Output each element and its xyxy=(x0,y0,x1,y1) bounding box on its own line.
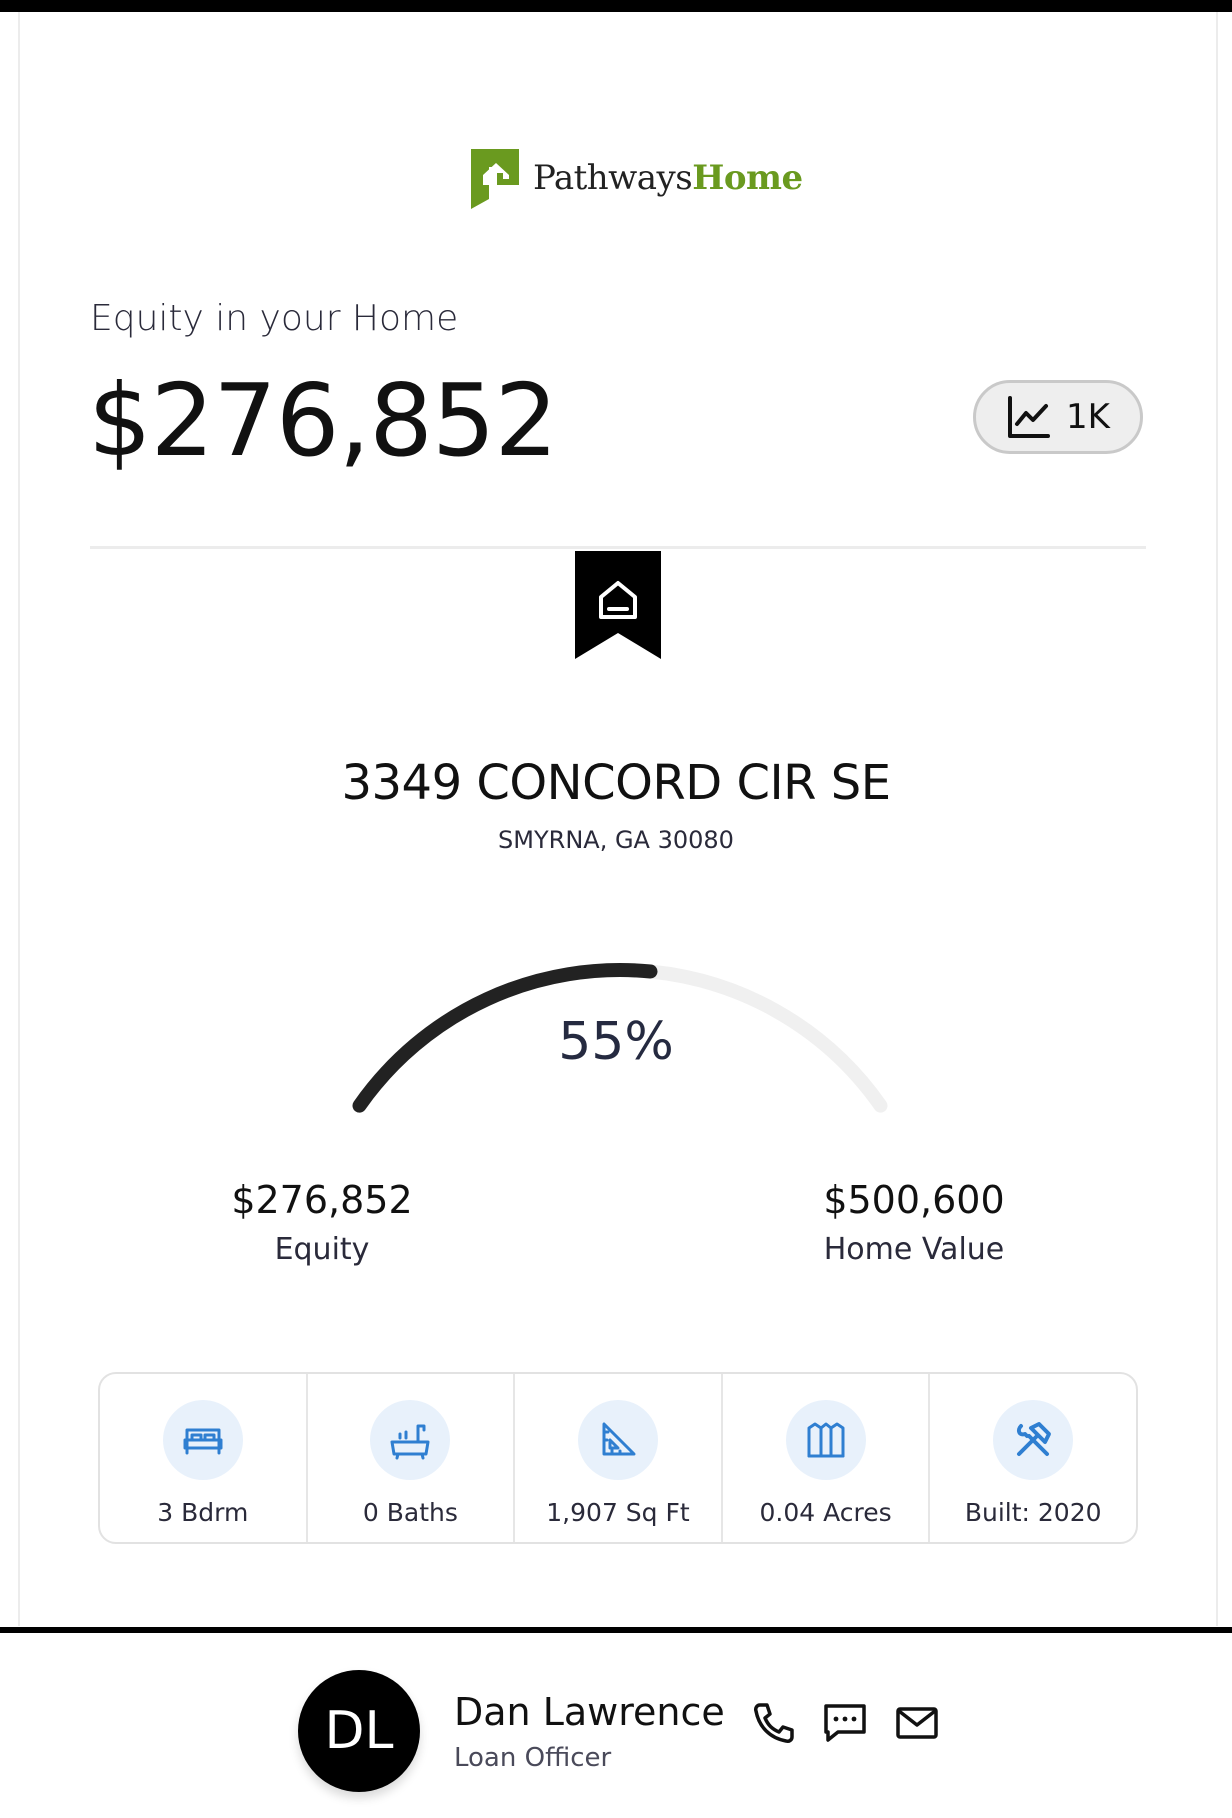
ruler-triangle-icon xyxy=(577,1400,658,1480)
equity-stat-label: Equity xyxy=(274,1232,370,1267)
phone-icon[interactable] xyxy=(750,1700,796,1746)
brand-name: PathwaysHome xyxy=(533,158,803,198)
equity-gauge xyxy=(352,962,888,1113)
pathways-logo-icon xyxy=(471,149,519,209)
equity-label: Equity in your Home xyxy=(90,298,459,339)
feature-label: 0.04 Acres xyxy=(759,1498,892,1527)
equity-amount: $276,852 xyxy=(88,362,558,479)
property-city: SMYRNA, GA 30080 xyxy=(498,826,734,854)
feature-label: 3 Bdrm xyxy=(157,1498,249,1527)
feature-label: Built: 2020 xyxy=(964,1498,1102,1527)
property-features: 3 Bdrm 0 Baths 1,907 Sq Ft 0.04 Acres Bu… xyxy=(98,1372,1138,1544)
loan-officer-title: Loan Officer xyxy=(454,1743,612,1773)
equity-percent: 55% xyxy=(558,1012,674,1072)
avatar[interactable]: DL xyxy=(298,1670,420,1792)
feature-label: 0 Baths xyxy=(362,1498,458,1527)
gauge-fill xyxy=(352,963,658,1113)
home-value-stat-label: Home Value xyxy=(823,1232,1005,1267)
feature-baths: 0 Baths xyxy=(308,1374,516,1542)
bathtub-icon xyxy=(370,1400,451,1480)
feature-built: Built: 2020 xyxy=(930,1374,1136,1542)
mail-icon[interactable] xyxy=(894,1700,940,1746)
top-bar xyxy=(0,0,1232,12)
chart-button-label: 1K xyxy=(1066,397,1110,437)
brand-logo: PathwaysHome xyxy=(469,145,803,211)
bed-icon xyxy=(162,1400,243,1480)
section-divider xyxy=(90,546,1146,549)
loan-officer-name: Dan Lawrence xyxy=(454,1690,725,1734)
footer-divider xyxy=(0,1627,1232,1633)
fence-icon xyxy=(785,1400,866,1480)
property-address: 3349 CONCORD CIR SE xyxy=(341,755,891,811)
feature-sqft: 1,907 Sq Ft xyxy=(515,1374,723,1542)
equity-card xyxy=(18,12,1218,1626)
equity-stat-value: $276,852 xyxy=(231,1178,413,1222)
feature-label: 1,907 Sq Ft xyxy=(546,1498,690,1527)
home-bookmark-icon xyxy=(575,551,661,659)
hammer-wrench-icon xyxy=(993,1400,1074,1480)
line-chart-icon xyxy=(1008,396,1051,438)
chart-toggle-button[interactable]: 1K xyxy=(973,380,1143,454)
feature-acres: 0.04 Acres xyxy=(723,1374,931,1542)
home-value-stat-value: $500,600 xyxy=(823,1178,1005,1222)
message-icon[interactable] xyxy=(822,1700,868,1746)
feature-bedrooms: 3 Bdrm xyxy=(100,1374,308,1542)
